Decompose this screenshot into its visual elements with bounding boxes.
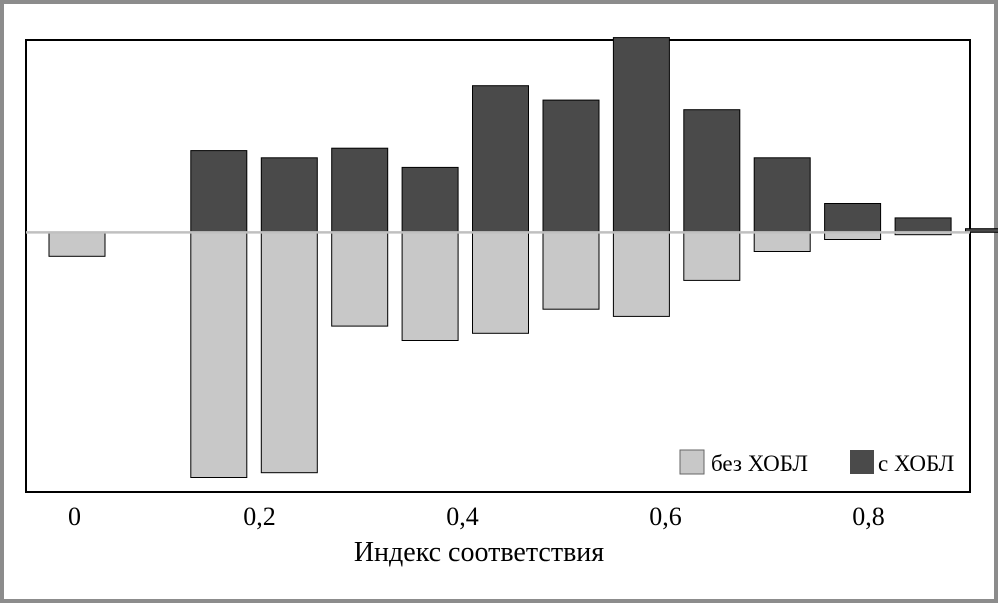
x-tick-label-0: 0 (68, 502, 81, 531)
bar-bez-hobl-2 (190, 231, 248, 478)
bar-s-hobl-13 (965, 228, 998, 233)
bar-bez-hobl-7 (542, 231, 600, 310)
bar-bez-hobl-4 (331, 231, 389, 327)
bar-s-hobl-12 (894, 217, 952, 233)
plot-area (25, 39, 971, 493)
bar-bez-hobl-8 (612, 231, 670, 317)
x-tick-label-2: 0,4 (446, 502, 479, 531)
bar-s-hobl-3 (260, 157, 318, 233)
x-axis-label: Индекс соответствия (354, 537, 604, 568)
bar-s-hobl-2 (190, 150, 248, 233)
bar-bez-hobl-5 (401, 231, 459, 341)
legend: без ХОБЛ с ХОБЛ (679, 449, 954, 476)
legend-swatch-bez-hobl (679, 449, 705, 475)
bar-bez-hobl-0 (48, 231, 106, 257)
bar-s-hobl-10 (753, 157, 811, 233)
bar-s-hobl-4 (331, 147, 389, 233)
series-bez-hobl (48, 231, 952, 478)
x-tick-label-1: 0,2 (243, 502, 276, 531)
bar-s-hobl-11 (824, 203, 882, 233)
bar-s-hobl-7 (542, 99, 600, 233)
legend-label-bez-hobl: без ХОБЛ (711, 451, 808, 476)
series-s-hobl (190, 37, 998, 233)
bar-s-hobl-5 (401, 166, 459, 233)
x-axis-ticks: 0 0,2 0,4 0,6 0,8 (68, 502, 885, 531)
x-tick-label-3: 0,6 (649, 502, 682, 531)
bar-s-hobl-6 (472, 85, 529, 233)
x-tick-label-4: 0,8 (852, 502, 885, 531)
bar-bez-hobl-6 (472, 231, 529, 334)
bar-bez-hobl-10 (753, 231, 811, 253)
legend-label-s-hobl: с ХОБЛ (878, 451, 954, 476)
bar-bez-hobl-3 (260, 231, 318, 474)
bar-bez-hobl-9 (683, 231, 741, 281)
bar-s-hobl-8 (612, 37, 670, 233)
legend-swatch-s-hobl (850, 450, 874, 474)
bar-s-hobl-9 (683, 109, 741, 233)
